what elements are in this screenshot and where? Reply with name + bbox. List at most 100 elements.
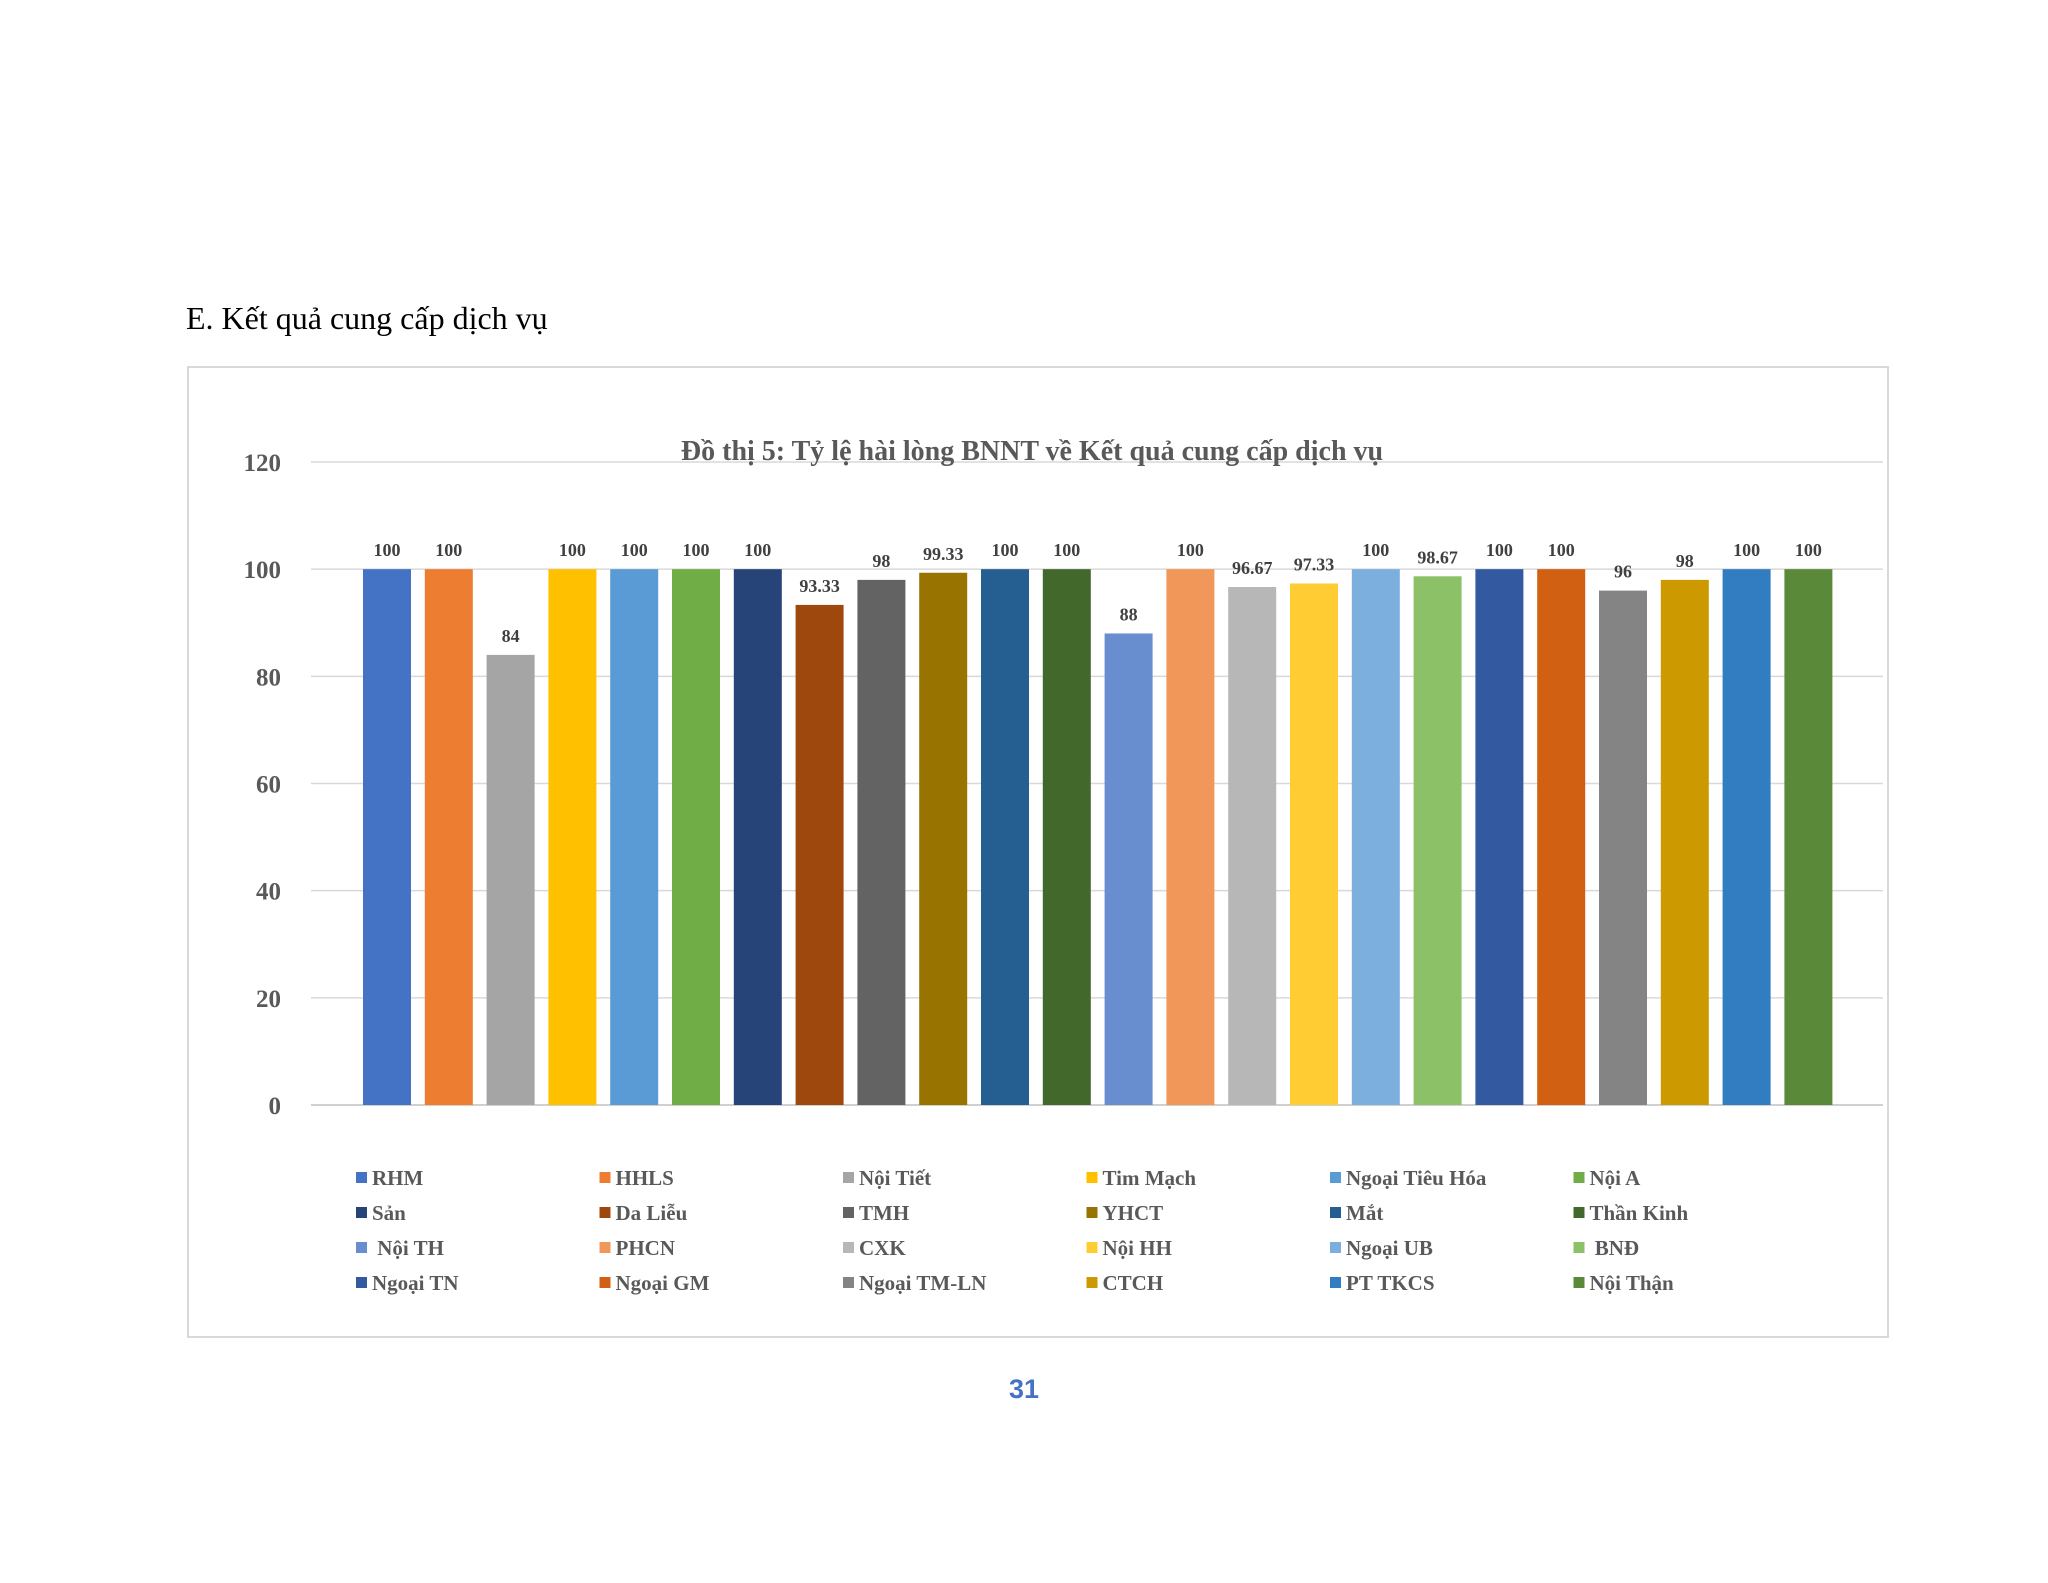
legend-swatch <box>356 1242 367 1253</box>
bar <box>1413 576 1462 1105</box>
data-label: 97.33 <box>1294 554 1335 574</box>
legend-swatch <box>1086 1207 1098 1218</box>
legend-item: Ngoại TN <box>356 1271 459 1295</box>
bar <box>672 569 720 1105</box>
legend-label: PT TKCS <box>1346 1271 1435 1295</box>
data-label: 100 <box>374 540 401 560</box>
legend-item: CTCH <box>1086 1271 1164 1295</box>
bar <box>1351 569 1400 1105</box>
bar <box>363 569 411 1105</box>
y-tick-label: 80 <box>256 664 281 691</box>
legend-swatch <box>356 1207 367 1218</box>
page-number: 31 <box>1008 1374 1040 1404</box>
chart-frame: 0 20 40 60 80 100 120 100 100 84 100 100 100 100 93.3… <box>187 366 1889 1338</box>
data-label: 100 <box>1177 540 1204 560</box>
data-label: 96 <box>1614 562 1632 582</box>
legend-item: PHCN <box>599 1236 676 1260</box>
data-label: 100 <box>559 540 586 560</box>
y-tick-label: 100 <box>244 557 282 584</box>
legend-swatch <box>843 1207 854 1218</box>
legend-swatch <box>1086 1172 1098 1183</box>
legend-label: Ngoại GM <box>616 1271 710 1295</box>
legend-label: Ngoại UB <box>1346 1236 1433 1260</box>
legend-swatch <box>1330 1277 1341 1288</box>
legend-label: Ngoại TN <box>372 1271 459 1295</box>
legend-swatch <box>599 1172 611 1183</box>
bar <box>1104 633 1153 1105</box>
data-label: 93.33 <box>799 576 840 596</box>
bar <box>1722 569 1771 1105</box>
legend-item: CXK <box>843 1236 906 1260</box>
legend-label: CXK <box>859 1236 906 1260</box>
legend-swatch <box>599 1207 611 1218</box>
legend-item: Thần Kinh <box>1573 1201 1688 1225</box>
legend-swatch <box>843 1242 854 1253</box>
bar <box>548 569 597 1105</box>
bars <box>363 569 1833 1105</box>
legend-label: Da Liễu <box>616 1201 688 1225</box>
legend-label: HHLS <box>616 1166 674 1190</box>
bar <box>919 572 968 1105</box>
bar-chart: 0 20 40 60 80 100 120 100 100 84 100 100 100 100 93.3… <box>244 436 1883 1295</box>
data-label: 88 <box>1120 604 1138 624</box>
legend-swatch <box>1573 1277 1585 1288</box>
legend-label: YHCT <box>1103 1201 1164 1225</box>
legend-item: Ngoại TM-LN <box>843 1271 986 1295</box>
data-label: 100 <box>744 540 771 560</box>
legend-item: TMH <box>843 1201 909 1225</box>
legend-item: YHCT <box>1086 1201 1164 1225</box>
legend-swatch <box>356 1172 367 1183</box>
data-label: 100 <box>1486 540 1513 560</box>
legend-label: Nội HH <box>1103 1236 1172 1260</box>
legend-label: Mắt <box>1346 1201 1383 1225</box>
bar <box>795 604 844 1105</box>
legend-swatch <box>356 1277 367 1288</box>
legend-swatch <box>1330 1207 1341 1218</box>
bar <box>610 569 659 1105</box>
legend-label: PHCN <box>616 1236 676 1260</box>
bar <box>1042 569 1091 1105</box>
data-label: 98.67 <box>1417 547 1458 567</box>
legend-label: Tim Mạch <box>1103 1166 1197 1190</box>
data-label: 100 <box>992 540 1019 560</box>
bar <box>1599 590 1647 1105</box>
legend-item: Ngoại GM <box>599 1271 710 1295</box>
data-label: 84 <box>502 626 520 646</box>
legend-swatch <box>1330 1242 1341 1253</box>
legend-swatch <box>1573 1242 1585 1253</box>
bar <box>486 654 535 1105</box>
y-tick-label: 40 <box>256 879 281 906</box>
bar <box>1228 587 1277 1105</box>
legend-label: CTCH <box>1103 1271 1164 1295</box>
legend-swatch <box>843 1172 854 1183</box>
bar <box>1660 579 1709 1105</box>
legend-item: BNĐ <box>1573 1236 1639 1260</box>
legend-swatch <box>843 1277 854 1288</box>
legend-item: Nội TH <box>356 1236 444 1260</box>
legend-label: Nội TH <box>372 1236 444 1260</box>
legend-swatch <box>599 1277 611 1288</box>
legend-label: Ngoại TM-LN <box>859 1271 986 1295</box>
bar <box>1537 569 1586 1105</box>
bar <box>1166 569 1215 1105</box>
legend-label: Nội Thận <box>1590 1271 1675 1295</box>
y-tick-label: 20 <box>256 986 281 1013</box>
legend-item: Ngoại UB <box>1330 1236 1433 1260</box>
bar <box>1290 583 1338 1105</box>
gridlines <box>311 461 1883 1106</box>
legend-item: Nội HH <box>1086 1236 1172 1260</box>
legend-swatch <box>1086 1277 1098 1288</box>
data-label: 98 <box>1676 551 1694 571</box>
chart-title: Đồ thị 5: Tỷ lệ hài lòng BNNT về Kết quả… <box>681 436 1383 467</box>
legend-item: Nội Thận <box>1573 1271 1675 1295</box>
legend-swatch <box>1573 1207 1585 1218</box>
legend-swatch <box>1330 1172 1341 1183</box>
data-label: 100 <box>683 540 710 560</box>
legend-swatch <box>1086 1242 1098 1253</box>
bar <box>424 569 473 1105</box>
legend-item: Ngoại Tiêu Hóa <box>1330 1166 1487 1190</box>
legend-item: Tim Mạch <box>1086 1166 1197 1190</box>
data-label: 100 <box>435 540 462 560</box>
data-label: 98 <box>872 551 890 571</box>
legend-label: Sản <box>372 1201 406 1225</box>
